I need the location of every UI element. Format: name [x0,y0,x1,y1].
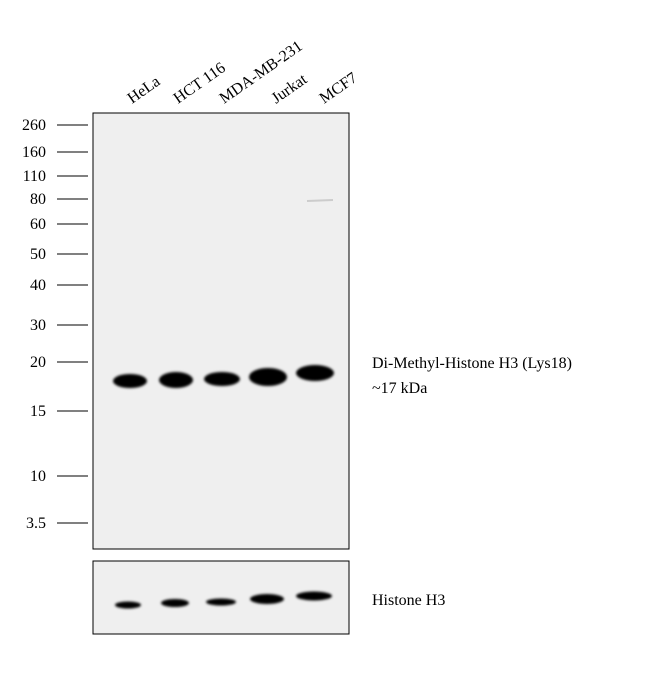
marker-label: 20 [30,354,46,371]
band [161,599,189,607]
marker-label: 40 [30,277,46,294]
band [296,365,334,381]
marker-label: 110 [23,168,46,185]
band [206,598,236,606]
marker-label: 50 [30,246,46,263]
target-label: Di-Methyl-Histone H3 (Lys18) [372,355,572,372]
lane-label: MCF7 [317,69,361,107]
faint-band [306,199,334,202]
marker-label: 10 [30,468,46,485]
control-label: Histone H3 [372,592,445,609]
marker-label: 260 [22,117,46,134]
band [204,372,240,386]
band [250,594,284,604]
band [113,374,147,388]
marker-label: 30 [30,317,46,334]
marker-label: 60 [30,216,46,233]
band [249,368,287,386]
lane-label: Jurkat [269,71,311,108]
size-label: ~17 kDa [372,380,427,397]
main-panel [92,112,350,550]
band [115,601,141,609]
marker-label: 3.5 [26,515,46,532]
marker-label: 15 [30,403,46,420]
lane-label: HCT 116 [171,59,229,107]
band [296,591,332,601]
marker-label: 160 [22,144,46,161]
lane-label: HeLa [125,73,164,107]
band [159,372,193,388]
marker-label: 80 [30,191,46,208]
